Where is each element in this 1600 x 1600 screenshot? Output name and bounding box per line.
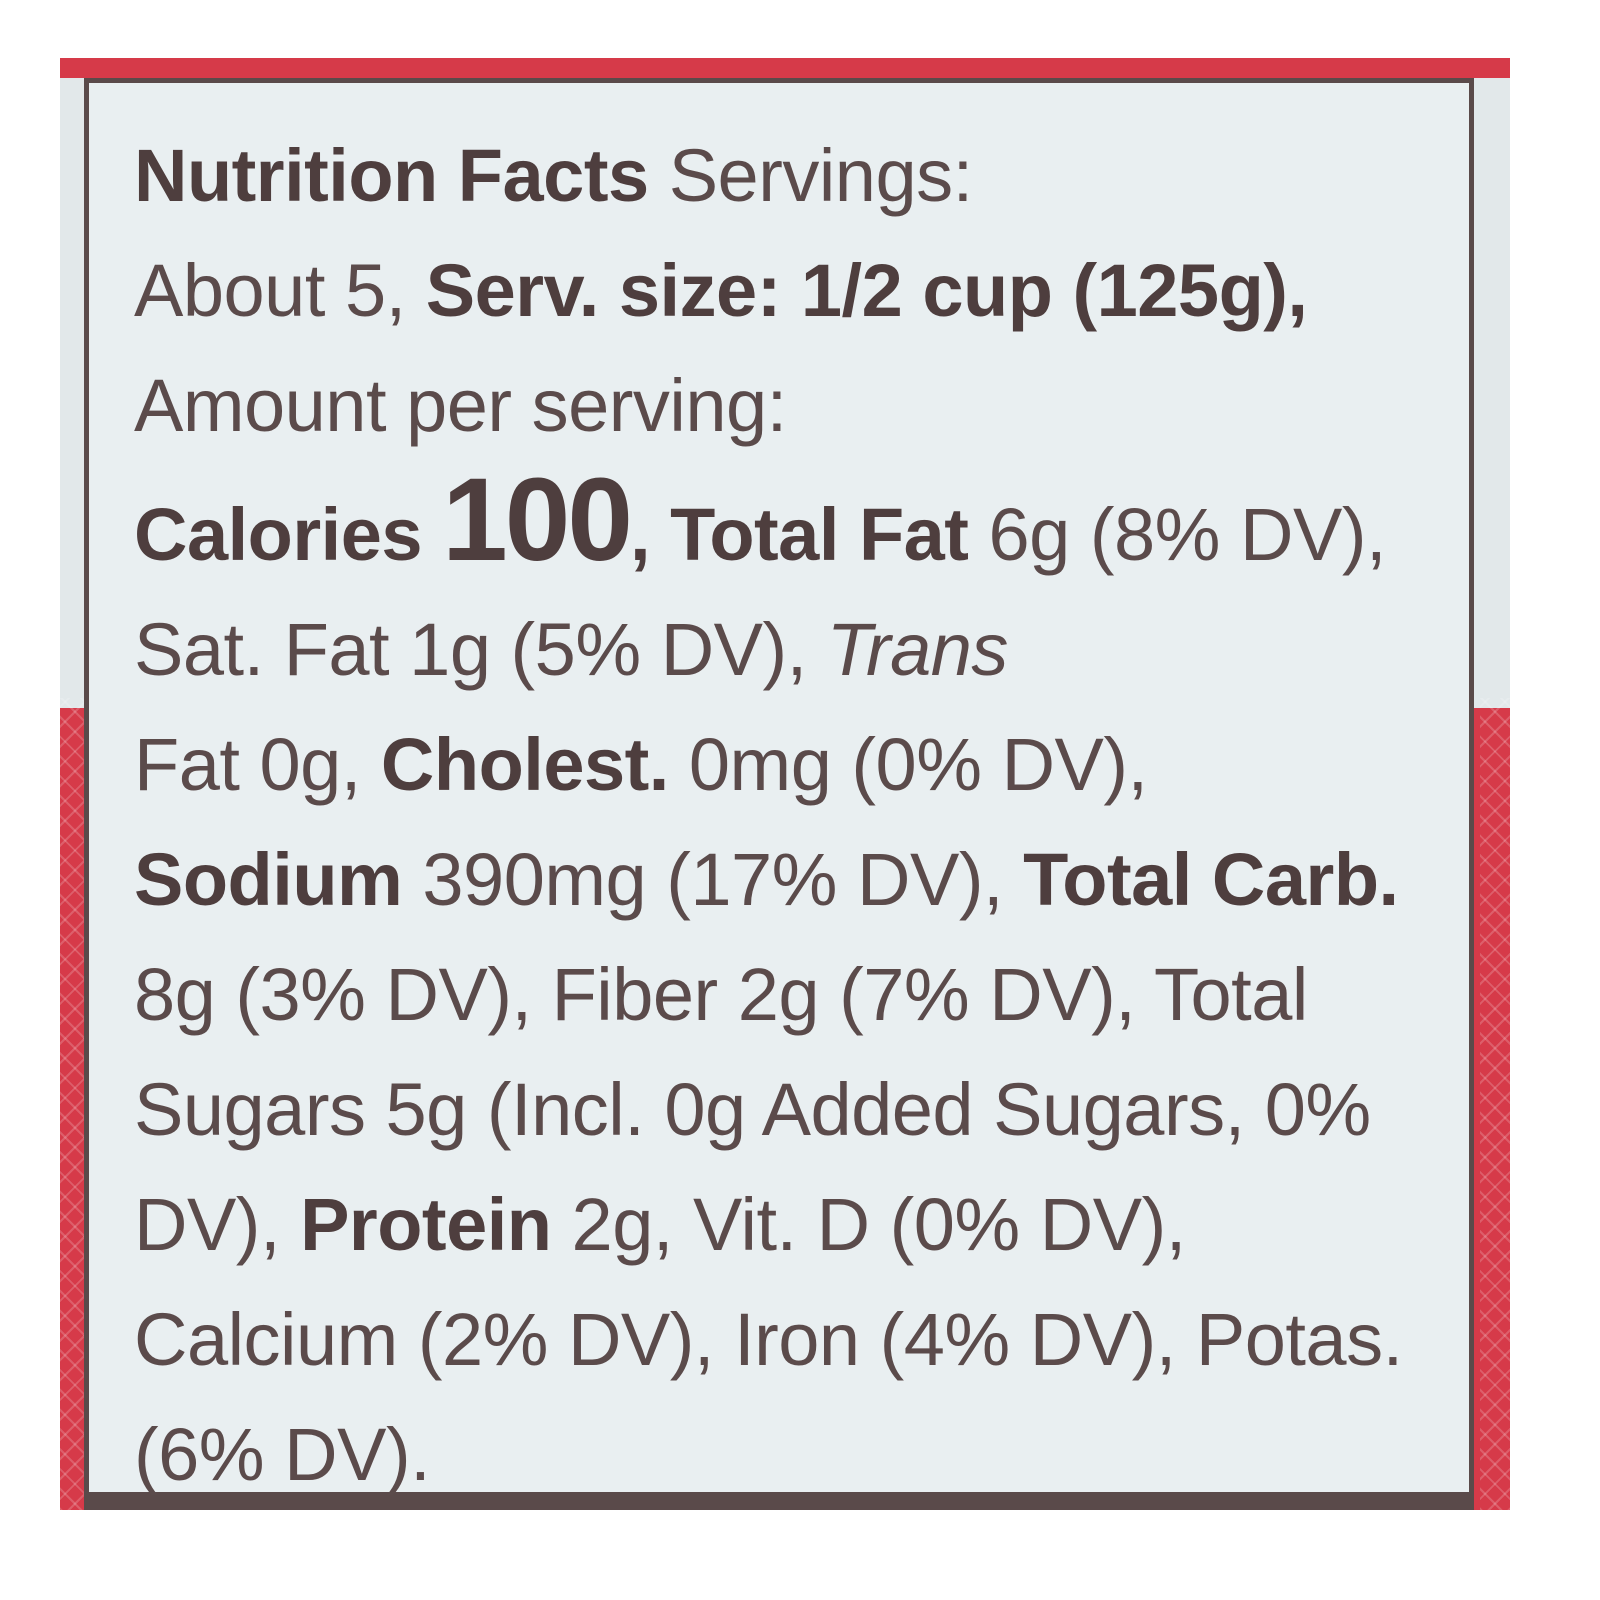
trans-word: Trans [826,608,1009,691]
sodium-label: Sodium [134,838,403,921]
nutrition-facts-text: Nutrition Facts Servings: About 5, Serv. … [134,118,1444,1512]
cholesterol-value: 0mg (0% DV), [688,723,1148,806]
calcium: Calcium (2% DV), [134,1298,715,1381]
potassium: Potas. (6% DV). [134,1298,1403,1496]
calories-value: 100 [442,454,633,586]
sodium-value: 390mg (17% DV), [422,838,1004,921]
protein-value: 2g, [571,1183,674,1266]
label-bottom-rule [84,1492,1474,1510]
total-sugars: Total Sugars 5g (Incl. 0g Added Sugars, … [134,953,1371,1266]
iron: Iron (4% DV), [734,1298,1176,1381]
label-title: Nutrition Facts [134,134,649,217]
sat-fat: Sat. Fat 1g (5% DV), [134,608,807,691]
serving-size-value: 1/2 cup (125g), [800,249,1308,332]
fiber: Fiber 2g (7% DV), [551,953,1136,1036]
total-carb-label: Total Carb. [1023,838,1399,921]
trans-fat: Fat 0g, [134,723,361,806]
protein-label: Protein [300,1183,552,1266]
total-fat-value: 6g (8% DV), [988,493,1387,576]
cholesterol-label: Cholest. [380,723,669,806]
serving-size-label: Serv. size: [425,249,782,332]
servings-value: About 5, [134,249,406,332]
vitamin-d: Vit. D (0% DV), [692,1183,1186,1266]
calories-comma: , [629,493,651,576]
servings-label: Servings: [668,134,973,217]
nutrition-label-panel [84,78,1474,1510]
total-fat-label: Total Fat [670,493,969,576]
total-carb-value: 8g (3% DV), [134,953,532,1036]
package-pattern-right [1480,698,1510,1510]
amount-per-serving: Amount per serving: [134,364,787,447]
calories-label: Calories [134,493,423,576]
